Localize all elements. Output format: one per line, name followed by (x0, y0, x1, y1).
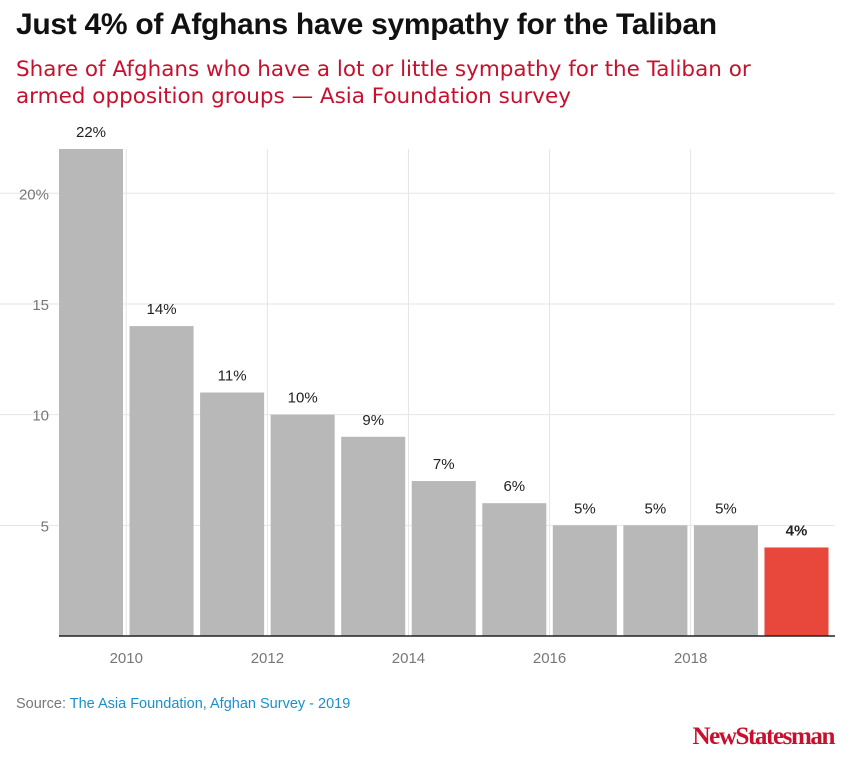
x-tick-label: 2016 (533, 650, 566, 667)
x-tick-label: 2010 (110, 650, 143, 667)
data-label: 22% (76, 124, 106, 141)
bar (270, 414, 335, 636)
new-statesman-logo: NewStatesman (692, 723, 835, 750)
bars-layer (59, 149, 829, 636)
bar (623, 525, 688, 636)
y-tick-label: 5 (41, 518, 49, 535)
x-tick-label: 2012 (251, 650, 284, 667)
bar (693, 525, 758, 636)
bar (411, 481, 476, 636)
bar (552, 525, 617, 636)
data-label: 9% (362, 412, 384, 429)
chart-title: Just 4% of Afghans have sympathy for the… (16, 8, 717, 41)
data-label: 11% (218, 368, 247, 385)
bar-chart: 22% 14% 11% 10% 9% 7% 6% 5% 5% 5% 4% 5 10 15 20% 2010 2… (0, 124, 835, 667)
data-label: 7% (433, 456, 455, 473)
source-link[interactable]: The Asia Foundation, Afghan Survey - 201… (69, 696, 351, 712)
y-tick-label: 20% (19, 186, 49, 203)
bar (59, 149, 124, 636)
bar (482, 503, 547, 636)
data-label: 6% (503, 478, 525, 495)
y-tick-label: 15 (32, 297, 49, 314)
labels-layer: 22% 14% 11% 10% 9% 7% 6% 5% 5% 5% 4% (76, 124, 807, 539)
y-tick-label: 10 (32, 408, 49, 425)
bar (341, 436, 406, 636)
data-label: 14% (147, 301, 177, 318)
x-tick-label: 2014 (392, 650, 425, 667)
bar (200, 392, 265, 636)
data-label: 5% (645, 500, 667, 517)
data-label: 4% (786, 522, 808, 539)
source-prefix: Source: (16, 696, 70, 712)
x-tick-label: 2018 (674, 650, 707, 667)
axis-layer: 5 10 15 20% 2010 2012 2014 2016 2018 (19, 186, 835, 667)
source-note: Source: The Asia Foundation, Afghan Surv… (16, 696, 350, 712)
data-label: 5% (715, 500, 737, 517)
bar (129, 326, 194, 636)
data-label: 10% (288, 390, 318, 407)
chart-subtitle: Share of Afghans who have a lot or littl… (16, 57, 751, 109)
data-label: 5% (574, 500, 596, 517)
bar (764, 547, 829, 636)
